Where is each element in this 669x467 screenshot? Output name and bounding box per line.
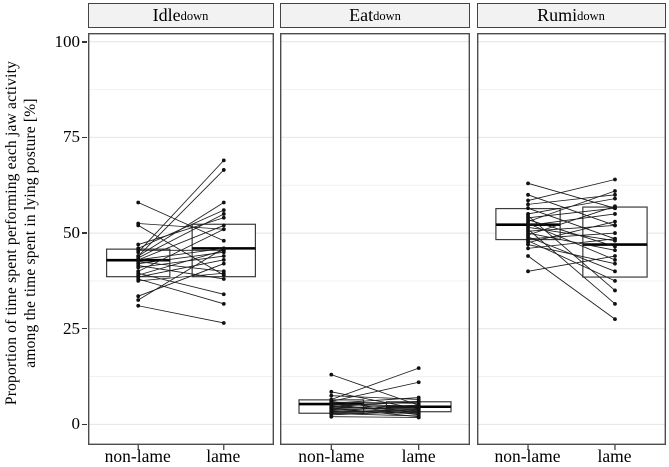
x-tick-label-lame: lame [597,446,632,466]
pair-lines [137,160,224,324]
y-tick-mark [82,136,87,139]
x-tick-marks [526,445,616,450]
paired-boxplot-chart [87,32,274,450]
gridlines-minor [87,89,274,378]
panel-border [279,32,471,446]
facet-strip: Rumi down [476,3,666,28]
facet-strip: Idle down [87,3,274,28]
y-axis-label-line2: among the time spent in lying posture [%… [22,98,39,368]
panel-border [476,32,666,446]
y-axis-label-line1: Proportion of time spent performing each… [3,60,20,406]
plot-area [476,32,666,450]
facet-strip: Eat down [280,3,470,28]
y-tick-mark [82,327,87,330]
y-tick-label: 50 [63,223,80,242]
panel-border [87,32,274,446]
gridlines-major [280,41,470,425]
y-tick-mark [82,423,87,426]
data-points [329,366,421,420]
pair-lines [527,179,615,320]
data-points [525,177,617,322]
x-tick-label-lame: lame [206,446,241,466]
x-tick-marks [330,445,420,450]
y-tick-mark [82,232,87,234]
x-tick-label-non-lame: non-lame [104,446,171,466]
y-tick-label: 0 [71,414,81,434]
gridlines-minor [476,89,666,378]
gridlines-minor [280,89,470,378]
facet-panel-eat: Eat down non-lame lame [279,0,471,467]
facet-title: Rumi [537,5,578,25]
x-tick-label-non-lame: non-lame [298,446,365,466]
x-tick-marks [137,445,224,450]
plot-area [279,32,471,450]
plot-area [87,32,274,450]
facet-title: Eat [349,5,374,25]
paired-boxplot-chart [476,32,666,450]
facet-panel-idle: Idle down non-lame lame [87,0,274,467]
y-tick-mark [82,41,87,43]
data-points [135,158,226,325]
y-tick-label: 25 [63,318,80,338]
pair-lines [331,367,419,418]
facet-panel-rumi: Rumi down non-lame lame [476,0,666,467]
x-tick-label-lame: lame [401,446,436,466]
x-tick-label-non-lame: non-lame [494,446,561,466]
y-tick-label: 75 [63,127,80,147]
paired-boxplot-chart [279,32,471,450]
y-tick-label: 100 [54,31,81,51]
facet-title: Idle [152,5,181,25]
